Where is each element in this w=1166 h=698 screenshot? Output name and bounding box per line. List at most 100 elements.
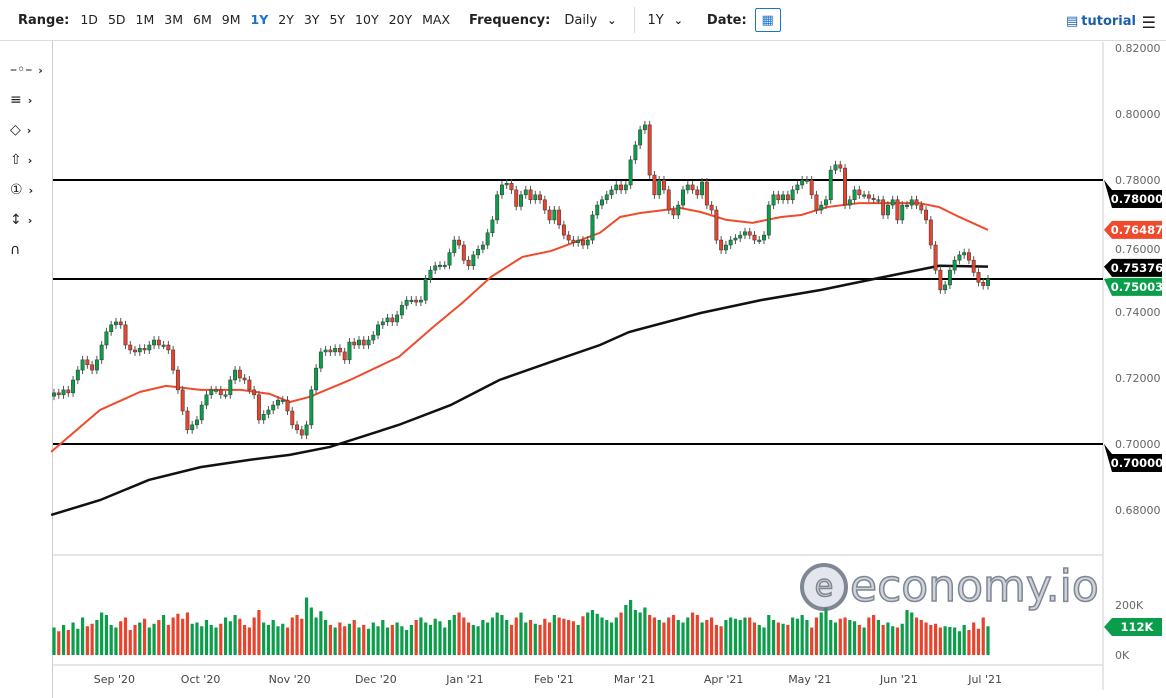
volume-bar [352,620,356,655]
range-5y[interactable]: 5Y [329,12,346,27]
range-1y[interactable]: 1Y [250,12,269,27]
volume-bar [557,617,561,655]
range-2y[interactable]: 2Y [278,12,294,27]
candle-body [652,174,657,196]
volume-bar [505,620,509,655]
magnet-icon: ∩ [10,242,21,258]
shapes-tool[interactable]: ◇ › [10,119,48,141]
candle-body [342,351,347,361]
volume-bar [786,625,790,655]
hamburger-menu-icon[interactable]: ☰ [1141,13,1156,32]
candle-body [85,359,90,366]
volume-bar [228,621,232,655]
volume-bar [109,625,113,655]
calendar-icon[interactable]: ▦ [754,8,781,32]
candle-body [414,299,419,303]
chevron-right-icon: › [27,213,33,227]
fibonacci-tool[interactable]: ≡ › [10,89,48,111]
volume-bar [748,617,752,655]
volume-bar [71,622,75,655]
volume-bar [157,620,161,655]
range-10y[interactable]: 10Y [355,12,379,27]
volume-bar [114,627,118,655]
candle-body [828,169,833,201]
volume-bar [262,622,266,655]
volume-bar [471,625,475,655]
candle-body [466,259,471,267]
candle-body [881,199,886,216]
volume-bar [304,597,309,655]
line-segment-icon: –◦– [10,62,33,78]
y-tick-label: 0.68000 [1115,504,1161,517]
line-segment-tool[interactable]: –◦– › [10,59,48,81]
volume-bar [905,610,909,655]
volume-bar [447,620,452,655]
x-tick-label: Apr '21 [704,673,744,686]
y-tick-label: 0.82000 [1115,42,1161,55]
candle-body [266,409,271,415]
volume-bar [919,620,923,655]
tutorial-link[interactable]: ▤ tutorial [1066,14,1136,29]
volume-bar [867,617,871,655]
volume-bar [743,617,747,655]
candle-body [962,252,967,256]
volume-bar [80,617,85,655]
period-select[interactable]: 1Y ⌄ [647,13,682,28]
candle-body [947,269,952,286]
candle-body [771,194,776,206]
candle-body [533,194,538,201]
candle-body [743,231,747,236]
volume-bar [190,623,194,655]
volume-bar [243,625,247,655]
frequency-select[interactable]: Daily ⌄ [564,13,616,28]
magnet-tool[interactable]: ∩ [10,239,48,261]
arrow-tool[interactable]: ⇧ › [10,149,48,171]
volume-bar [443,627,447,655]
volume-bar [138,622,142,655]
candle-body [647,124,652,176]
candle-body [704,181,709,206]
range-1m[interactable]: 1M [135,12,155,27]
candle-body [128,344,133,351]
candle-body [719,239,724,251]
annotation-tool[interactable]: ① › [10,179,48,201]
volume-bar [324,620,328,655]
volume-bar [953,627,957,655]
volume-bar [195,622,199,655]
candle-body [785,194,790,201]
price-label-bg [1104,258,1162,277]
range-3y[interactable]: 3Y [303,12,320,27]
candle-body [824,199,828,206]
volume-label: 112K [1121,620,1155,634]
candle-body [833,164,838,171]
range-5d[interactable]: 5D [107,12,126,27]
candle-body [242,377,247,381]
volume-bar [643,607,647,655]
range-20y[interactable]: 20Y [388,12,413,27]
volume-bar [933,623,938,655]
volume-bar [848,620,852,655]
volume-bar [185,612,190,655]
candle-body [199,404,204,421]
candle-body [547,209,552,221]
range-3m[interactable]: 3M [164,12,184,27]
volume-bar [876,620,880,655]
volume-bar [838,618,842,655]
range-1d[interactable]: 1D [80,12,98,27]
candle-body [871,197,876,201]
price-label-bg [1104,180,1162,208]
candle-body [295,424,299,431]
range-6m[interactable]: 6M [193,12,212,27]
range-9m[interactable]: 9M [221,12,241,27]
candle-body [776,194,781,201]
range-max[interactable]: MAX [422,12,451,27]
measure-tool[interactable]: ↕ › [10,209,48,231]
candle-body [976,272,981,283]
candle-body [137,348,142,353]
candle-body [94,359,99,371]
volume-bar [686,617,690,655]
volume-bar [914,617,919,655]
volume-bar [533,623,537,655]
candle-body [276,399,280,406]
